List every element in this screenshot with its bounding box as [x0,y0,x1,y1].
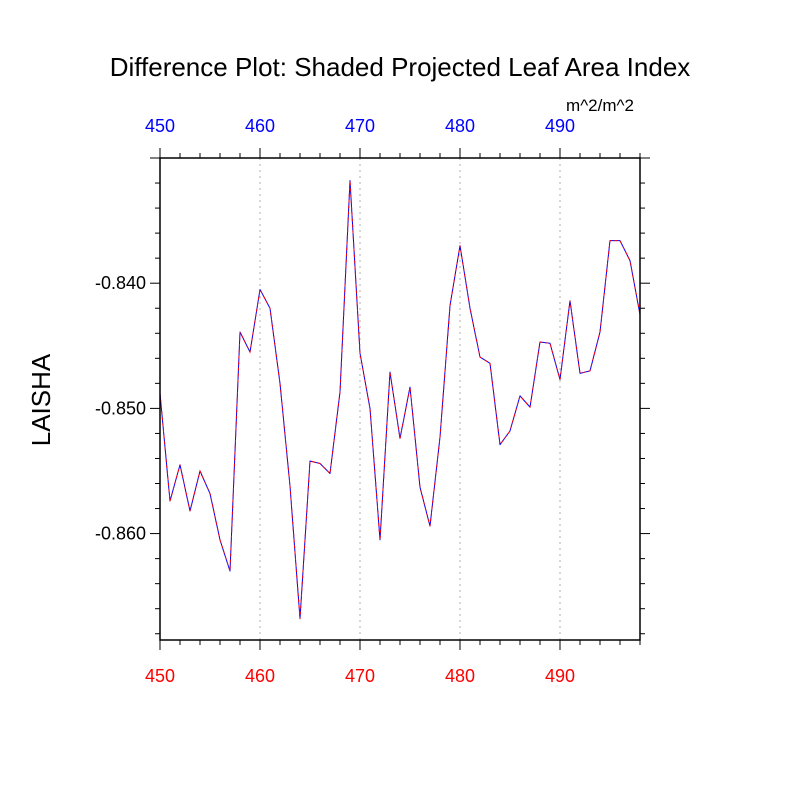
x-tick-label-top: 490 [545,116,575,136]
x-tick-label-top: 480 [445,116,475,136]
x-tick-label-bottom: 480 [445,666,475,686]
units-label: m^2/m^2 [566,96,634,115]
y-tick-label: -0.840 [95,273,146,293]
x-tick-label-bottom: 490 [545,666,575,686]
plot-frame [159,157,641,641]
x-tick-label-top: 470 [345,116,375,136]
x-tick-label-bottom: 460 [245,666,275,686]
grid-lines [259,158,561,640]
chart-title: Difference Plot: Shaded Projected Leaf A… [110,52,691,82]
tick-labels: 450 450 460 460 470 470 480 480 490 490 -0.860 -0.8… [95,116,575,686]
series-layer [159,180,641,620]
series-line-overlay [159,180,641,619]
y-axis-label: LAISHA [26,353,56,446]
y-tick-label: -0.860 [95,524,146,544]
x-tick-label-top: 460 [245,116,275,136]
x-tick-label-bottom: 450 [145,666,175,686]
series-line [159,180,641,620]
y-tick-label: -0.850 [95,398,146,418]
x-tick-label-bottom: 470 [345,666,375,686]
x-tick-label-top: 450 [145,116,175,136]
axis-ticks [150,148,650,650]
